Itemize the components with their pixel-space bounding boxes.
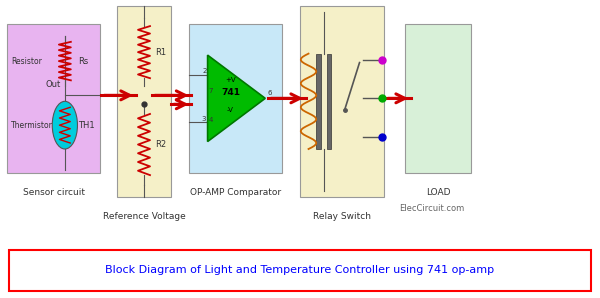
Text: OP-AMP Comparator: OP-AMP Comparator — [190, 188, 281, 197]
Text: Rs: Rs — [78, 57, 88, 66]
Text: Reference Voltage: Reference Voltage — [103, 212, 185, 221]
Text: Relay Switch: Relay Switch — [313, 212, 371, 221]
Text: Sensor circuit: Sensor circuit — [23, 188, 85, 197]
FancyBboxPatch shape — [405, 24, 471, 173]
Text: R1: R1 — [155, 48, 166, 57]
FancyBboxPatch shape — [9, 250, 591, 291]
Bar — [326, 54, 331, 149]
Polygon shape — [208, 55, 265, 142]
Text: 7: 7 — [209, 88, 214, 94]
Text: TH1: TH1 — [78, 121, 95, 130]
Ellipse shape — [52, 101, 77, 149]
Text: 4: 4 — [209, 117, 213, 123]
Text: 2: 2 — [202, 68, 206, 74]
FancyBboxPatch shape — [7, 24, 100, 173]
FancyBboxPatch shape — [189, 24, 282, 173]
Text: ElecCircuit.com: ElecCircuit.com — [400, 204, 464, 213]
Text: Block Diagram of Light and Temperature Controller using 741 op-amp: Block Diagram of Light and Temperature C… — [106, 266, 494, 275]
Text: 6: 6 — [268, 90, 272, 96]
FancyBboxPatch shape — [117, 6, 171, 197]
Bar — [316, 54, 320, 149]
Text: 741: 741 — [221, 89, 240, 97]
Text: -V: -V — [227, 107, 234, 113]
Text: R2: R2 — [155, 140, 166, 149]
Text: Out: Out — [45, 80, 61, 89]
Text: Thermistor: Thermistor — [11, 121, 53, 130]
Text: LOAD: LOAD — [426, 188, 450, 197]
Text: 3: 3 — [202, 116, 206, 122]
Text: +V: +V — [225, 77, 236, 83]
FancyBboxPatch shape — [300, 6, 384, 197]
Text: Resistor: Resistor — [11, 57, 41, 66]
